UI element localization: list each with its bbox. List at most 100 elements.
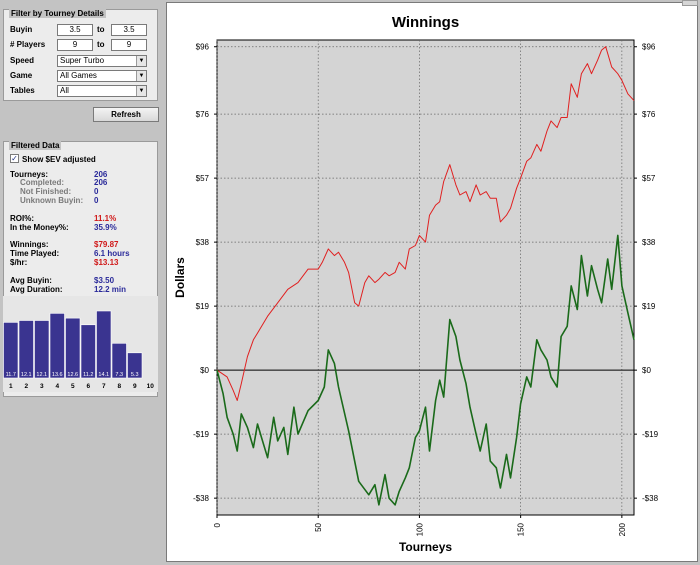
- players-min-field[interactable]: 9: [57, 39, 93, 51]
- game-value: All Games: [60, 71, 97, 80]
- stat-label: Avg Duration:: [10, 285, 63, 294]
- winnings-chart: -$38 -$38 -$19 -$19 $0 $0 $19 $19 $38 $38 $57 $57 $7…: [173, 14, 659, 554]
- y-tick-label-right: -$38: [642, 494, 659, 503]
- plot-area: [216, 39, 635, 516]
- stat-row: In the Money%: 35.9%: [10, 223, 155, 232]
- stat-row: Time Played: 6.1 hours: [10, 249, 155, 258]
- chevron-down-icon[interactable]: ▼: [136, 71, 146, 81]
- histogram-bar-label: 12.1: [21, 372, 32, 378]
- histogram-bar: [96, 310, 112, 379]
- players-row: # Players 9 to 9: [10, 39, 155, 51]
- filter-group-title: Filter by Tourney Details: [9, 9, 106, 18]
- window-corner-button[interactable]: [682, 0, 698, 6]
- stat-label: $/hr:: [10, 258, 28, 267]
- histogram-bar: [65, 317, 81, 379]
- series-line-red: [216, 46, 635, 401]
- speed-select[interactable]: Super Turbo ▼: [57, 55, 147, 67]
- stat-label: Not Finished:: [20, 187, 72, 196]
- stat-row: Avg Duration: 12.2 min: [10, 285, 155, 294]
- speed-value: Super Turbo: [60, 56, 105, 65]
- y-tick-label-right: $38: [642, 238, 656, 247]
- stat-value: $79.87: [94, 240, 119, 249]
- winnings-chart-panel: -$38 -$38 -$19 -$19 $0 $0 $19 $19 $38 $38 $57 $57 $7…: [166, 2, 698, 562]
- x-tick-label: 50: [314, 522, 323, 531]
- histogram-bar: [111, 343, 127, 379]
- histogram-position-label: 6: [86, 383, 90, 390]
- speed-row: Speed Super Turbo ▼: [10, 55, 155, 67]
- histogram-position-label: 5: [71, 383, 75, 390]
- stat-label: Unknown Buyin:: [20, 196, 84, 205]
- buyin-min-field[interactable]: 3.5: [57, 24, 93, 36]
- stat-value: $13.13: [94, 258, 119, 267]
- stat-row: Avg Buyin: $3.50: [10, 276, 155, 285]
- x-tick-label: 0: [213, 522, 222, 527]
- y-tick-label-right: $57: [642, 174, 656, 183]
- filtered-group-title: Filtered Data: [9, 141, 62, 150]
- tables-row: Tables All ▼: [10, 85, 155, 97]
- y-tick-label-left: -$38: [193, 494, 210, 503]
- stat-row: Not Finished: 0: [10, 187, 155, 196]
- game-label: Game: [10, 71, 33, 80]
- buyin-max-field[interactable]: 3.5: [111, 24, 147, 36]
- players-max-field[interactable]: 9: [111, 39, 147, 51]
- y-tick-label-left: -$19: [193, 430, 210, 439]
- histogram-bar: [3, 322, 19, 379]
- histogram-position-label: 4: [55, 383, 59, 390]
- chevron-down-icon[interactable]: ▼: [136, 86, 146, 96]
- stat-value: 0: [94, 187, 99, 196]
- histogram-bar-label: 11.2: [83, 372, 93, 378]
- stat-value: 12.2 min: [94, 285, 127, 294]
- tourney-filter-group: Filter by Tourney Details Buyin 3.5 to 3…: [3, 9, 158, 101]
- stat-value: $3.50: [94, 276, 115, 285]
- stat-row: ROI%: 11.1%: [10, 214, 155, 223]
- histogram-bar: [34, 320, 50, 379]
- game-row: Game All Games ▼: [10, 70, 155, 82]
- stat-row: Unknown Buyin: 0: [10, 196, 155, 205]
- buyin-row: Buyin 3.5 to 3.5: [10, 24, 155, 36]
- speed-label: Speed: [10, 56, 35, 65]
- buyin-to-label: to: [97, 25, 105, 34]
- y-tick-label-right: $0: [642, 366, 651, 375]
- chevron-down-icon[interactable]: ▼: [136, 56, 146, 66]
- stat-row: Completed: 206: [10, 178, 155, 187]
- y-tick-label-left: $76: [196, 110, 210, 119]
- stat-value: 206: [94, 170, 108, 179]
- players-to-label: to: [97, 40, 105, 49]
- histogram-bar: [80, 324, 96, 379]
- filter-sidebar: Filter by Tourney Details Buyin 3.5 to 3…: [0, 0, 162, 564]
- stat-value: 35.9%: [94, 223, 117, 232]
- stat-value: 6.1 hours: [94, 249, 130, 258]
- histogram-position-label: 8: [117, 383, 121, 390]
- stat-row: $/hr: $13.13: [10, 258, 155, 267]
- game-select[interactable]: All Games ▼: [57, 70, 147, 82]
- histogram-bar-label: 7.3: [115, 372, 123, 378]
- tables-select[interactable]: All ▼: [57, 85, 147, 97]
- buyin-label: Buyin: [10, 25, 33, 34]
- histogram-bar-label: 13.6: [52, 372, 63, 378]
- histogram-position-label: 2: [24, 383, 28, 390]
- histogram-bar: [18, 320, 34, 379]
- x-tick-label: 150: [517, 522, 526, 536]
- y-axis-label: Dollars: [173, 257, 187, 298]
- stat-label: Winnings:: [10, 240, 49, 249]
- show-sev-checkbox[interactable]: ✓: [10, 154, 19, 163]
- stat-label: ROI%:: [10, 214, 34, 223]
- refresh-button[interactable]: Refresh: [93, 107, 159, 122]
- stat-row: Tourneys: 206: [10, 170, 155, 179]
- histogram-position-label: 10: [147, 383, 155, 390]
- histogram-bar-label: 11.7: [6, 372, 16, 378]
- tables-label: Tables: [10, 86, 35, 95]
- series-line-green: [216, 234, 635, 506]
- y-tick-label-right: $96: [642, 43, 656, 52]
- stat-label: In the Money%:: [10, 223, 69, 232]
- y-tick-label-right: -$19: [642, 430, 659, 439]
- y-tick-label-left: $38: [196, 238, 210, 247]
- tables-value: All: [60, 86, 69, 95]
- stat-value: 11.1%: [94, 214, 117, 223]
- histogram-bar-label: 12.6: [67, 372, 78, 378]
- x-axis-label: Tourneys: [399, 540, 452, 554]
- stat-value: 0: [94, 196, 99, 205]
- x-tick-label: 200: [618, 522, 627, 536]
- stat-label: Time Played:: [10, 249, 60, 258]
- histogram-position-label: 7: [102, 383, 106, 390]
